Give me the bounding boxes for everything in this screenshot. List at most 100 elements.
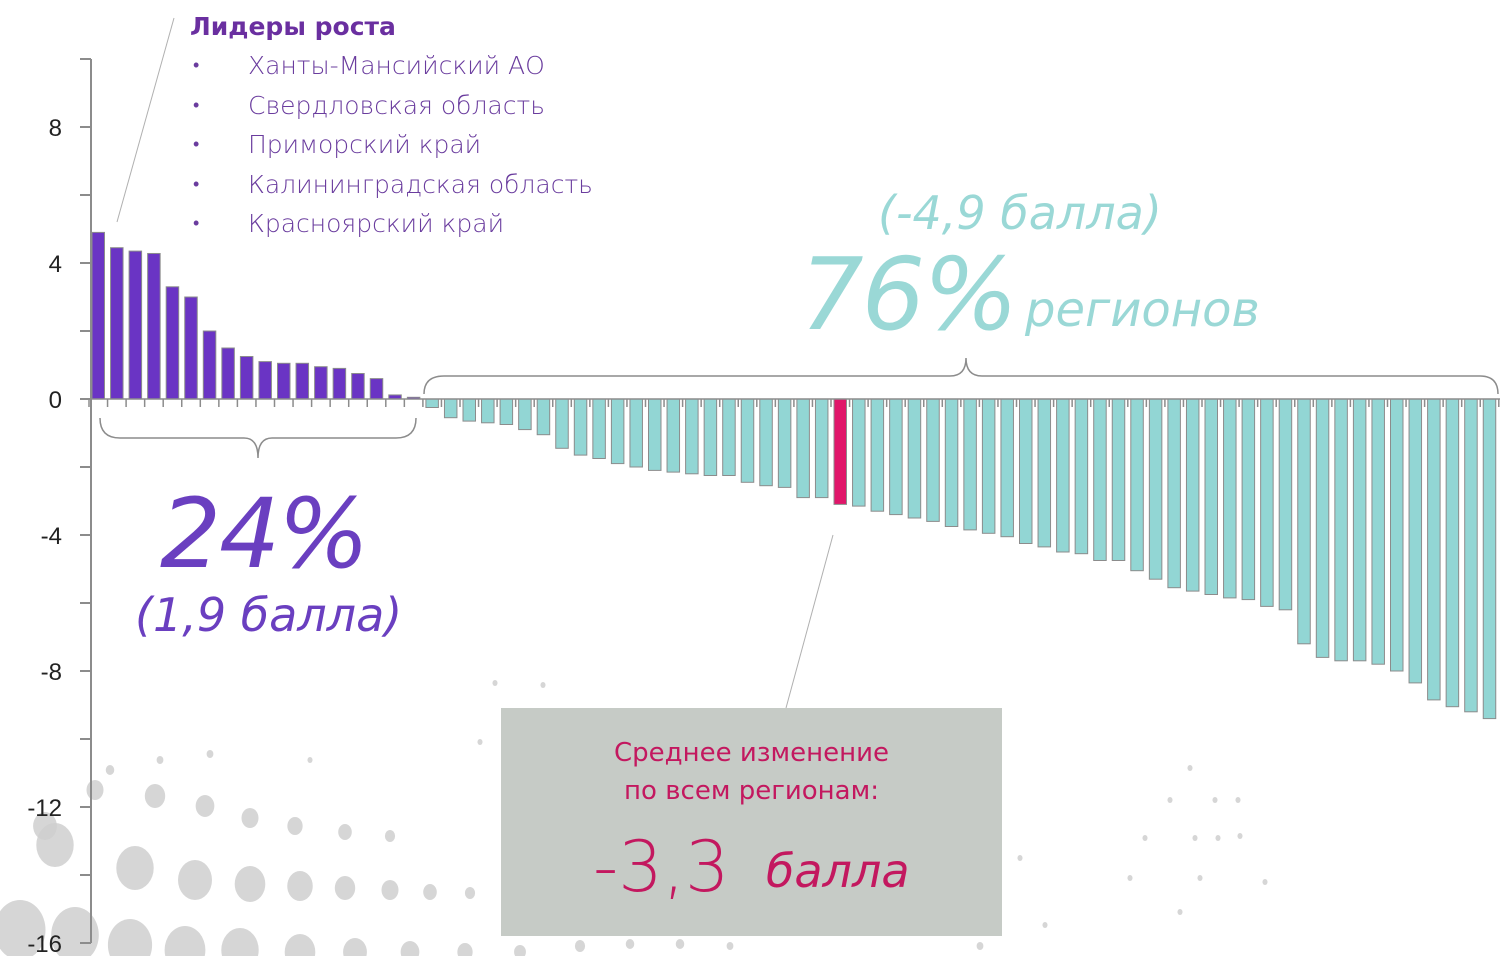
decorative-dot (105, 765, 115, 775)
leader-item: • Красноярский край (190, 204, 593, 244)
y-tick-label: -8 (41, 659, 62, 686)
bar (499, 398, 514, 425)
decorative-dot (1192, 835, 1198, 841)
bar (425, 398, 439, 408)
bullet-icon: • (193, 134, 200, 155)
bar (258, 361, 272, 400)
bar (332, 367, 347, 400)
bullet-icon: • (193, 55, 200, 76)
decorative-dot (1142, 835, 1148, 841)
bullet-icon: • (193, 94, 200, 116)
decorative-dot (423, 884, 437, 900)
leader-item: • Ханты-Мансийский АО (190, 46, 593, 86)
leader-item-label: Ханты-Мансийский АО (248, 51, 545, 80)
decorative-dot (1237, 833, 1243, 839)
bar (91, 231, 105, 400)
bar (1130, 398, 1144, 572)
bar (1278, 398, 1293, 611)
bar (277, 362, 291, 400)
average-change-value: -3,3 (593, 826, 730, 908)
bar (184, 296, 198, 400)
bar (369, 378, 384, 400)
leader-item: • Приморский край (190, 125, 593, 165)
decorative-dot (1017, 855, 1023, 861)
bar (1315, 398, 1330, 658)
decorative-dot (284, 934, 316, 956)
decorative-dot (156, 756, 164, 764)
bar (814, 398, 829, 499)
y-tick-label: 0 (49, 387, 62, 414)
bar (777, 398, 792, 488)
growth-brace (99, 417, 417, 459)
bar (1408, 398, 1423, 684)
bar (981, 398, 996, 534)
decorative-dot (464, 887, 476, 899)
decorative-dot (0, 900, 46, 956)
bar (907, 398, 922, 519)
bar (1111, 398, 1126, 561)
bar (703, 398, 718, 476)
bar (128, 250, 143, 400)
bar (1390, 398, 1404, 672)
decorative-dot (1127, 875, 1133, 881)
bar (796, 398, 810, 499)
average-change-box: Среднее изменение по всем регионам: -3,3… (501, 708, 1002, 936)
decorative-dot (287, 817, 303, 835)
decline-brace (423, 357, 1499, 395)
decorative-dot (206, 750, 214, 758)
bar (295, 362, 310, 400)
leader-item-label: Красноярский край (248, 209, 505, 238)
decorative-dot (221, 928, 259, 956)
average-change-unit: балла (766, 844, 910, 898)
bar (1056, 398, 1070, 553)
y-tick-label: 8 (49, 115, 62, 142)
decorative-dot (33, 812, 57, 840)
bar (202, 330, 217, 400)
leader-item: • Калининградская область (190, 165, 593, 205)
growth-share-percent: 24% (160, 478, 369, 590)
decorative-dot (338, 824, 352, 840)
bar (221, 347, 235, 400)
bar (1371, 398, 1385, 665)
bar (759, 398, 773, 487)
bar (165, 286, 180, 400)
decorative-dot (178, 860, 212, 900)
bar (573, 398, 588, 456)
bar (1148, 398, 1163, 580)
decorative-dot (574, 940, 586, 952)
decorative-dot (164, 926, 206, 956)
bar (889, 398, 903, 516)
y-tick-label: -16 (27, 931, 62, 956)
bar (610, 398, 625, 465)
decorative-dot (86, 780, 104, 800)
bar (1037, 398, 1052, 548)
decorative-dot (726, 942, 734, 950)
growth-average-points: (1,9 балла) (135, 588, 403, 642)
bar (1482, 398, 1497, 720)
growth-leaders: Лидеры роста • Ханты-Мансийский АО • Сверд… (190, 10, 593, 244)
bar (629, 398, 643, 468)
x-axis-ticks (88, 399, 1500, 407)
decorative-dot (1187, 765, 1193, 771)
decorative-dot (334, 876, 356, 900)
y-tick-label: -4 (41, 523, 62, 550)
bar (1093, 398, 1107, 561)
average-change-caption: Среднее изменение по всем регионам: (501, 734, 1002, 810)
bar (852, 398, 866, 507)
bar (1185, 398, 1200, 592)
decorative-dot (477, 739, 483, 745)
bar (740, 398, 755, 483)
bar (1223, 398, 1237, 599)
bar (1000, 398, 1014, 538)
bar (1074, 398, 1089, 555)
bar (536, 398, 551, 436)
bar (481, 398, 495, 424)
decorative-dot (514, 945, 526, 956)
decorative-dot (540, 682, 546, 688)
bar (555, 398, 569, 449)
y-tick-label: -12 (27, 795, 62, 822)
growth-leaders-list: • Ханты-Мансийский АО • Свердловская облас… (190, 46, 593, 244)
bar (239, 356, 254, 400)
bar (1019, 398, 1033, 544)
